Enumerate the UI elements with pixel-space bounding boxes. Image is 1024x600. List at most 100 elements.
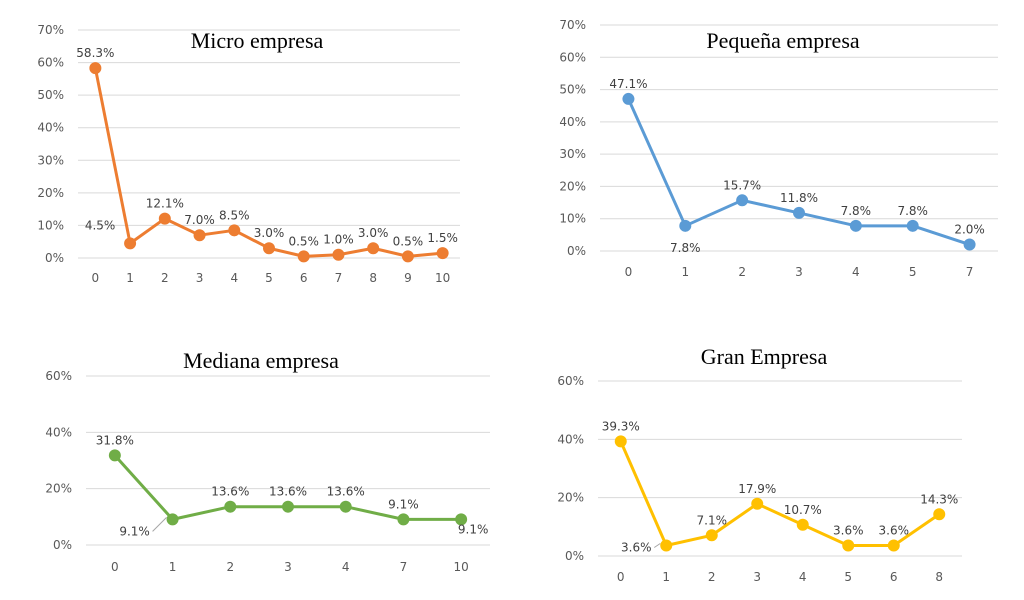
data-label: 1.5% — [427, 231, 458, 245]
x-tick-label: 4 — [852, 265, 860, 279]
data-point — [193, 229, 206, 242]
chart-gran-empresa-svg: Gran Empresa 0% 20% 40% 60% 0 1 2 3 4 5 6 8 39.3% 3.6%… — [557, 344, 962, 584]
y-tick-label: 60% — [45, 369, 72, 383]
data-label: 17.9% — [738, 482, 776, 496]
data-point — [263, 242, 275, 255]
x-tick-label: 0 — [92, 271, 100, 285]
chart-pequena-empresa-svg: Pequeña empresa 0% 10% 20% 30% 40% 50% 60% 70% 0 1… — [559, 18, 998, 279]
data-label: 8.5% — [219, 208, 250, 222]
data-point — [736, 194, 749, 207]
data-label: 7.0% — [184, 213, 215, 227]
x-tick-label: 6 — [300, 271, 308, 285]
chart-title: Micro empresa — [191, 28, 324, 53]
x-tick-label: 8 — [935, 570, 943, 584]
data-point — [297, 250, 310, 263]
y-tick-label: 50% — [559, 83, 586, 97]
data-label: 0.5% — [393, 234, 424, 248]
data-point — [751, 497, 764, 510]
data-label: 13.6% — [269, 485, 307, 499]
data-label: 12.1% — [146, 197, 184, 211]
y-tick-label: 0% — [45, 251, 64, 265]
data-point — [705, 529, 718, 542]
y-tick-label: 30% — [559, 147, 586, 161]
x-tick-label: 5 — [265, 271, 273, 285]
x-tick-label: 3 — [753, 570, 761, 584]
data-label: 39.3% — [602, 419, 640, 433]
data-label: 1.0% — [323, 233, 354, 247]
data-label: 10.7% — [784, 503, 822, 517]
data-label: 9.1% — [388, 497, 419, 511]
y-tick-label: 20% — [37, 186, 64, 200]
chart-title: Pequeña empresa — [706, 28, 860, 53]
y-tick-label: 50% — [37, 88, 64, 102]
x-tick-label: 7 — [966, 265, 974, 279]
data-label: 7.8% — [841, 204, 872, 218]
x-tick-label: 0 — [111, 560, 119, 574]
chart-mediana-empresa-svg: Mediana empresa 0% 20% 40% 60% 0 1 2 3 4 7 10 31.8% 9… — [45, 348, 490, 574]
leader-line — [152, 517, 167, 532]
x-tick-label: 7 — [335, 271, 343, 285]
y-tick-label: 0% — [565, 549, 584, 563]
data-label: 13.6% — [327, 485, 365, 499]
data-label: 11.8% — [780, 191, 818, 205]
x-tick-label: 3 — [795, 265, 803, 279]
data-point — [367, 242, 380, 255]
y-tick-label: 20% — [557, 491, 584, 505]
data-point — [906, 219, 919, 232]
data-label: 3.0% — [254, 226, 285, 240]
data-point — [166, 513, 179, 526]
x-tick-label: 9 — [404, 271, 412, 285]
data-label: 2.0% — [954, 223, 985, 237]
series-line — [627, 98, 971, 246]
y-tick-label: 40% — [37, 121, 64, 135]
y-tick-label: 40% — [559, 115, 586, 129]
x-tick-label: 8 — [369, 271, 377, 285]
series-line — [619, 440, 941, 547]
data-label: 3.6% — [833, 524, 864, 538]
x-tick-label: 4 — [230, 271, 238, 285]
y-tick-label: 60% — [37, 56, 64, 70]
data-label: 47.1% — [609, 77, 647, 91]
y-tick-label: 30% — [37, 153, 64, 167]
leader-line — [653, 543, 661, 548]
data-label: 0.5% — [288, 234, 319, 248]
y-tick-label: 10% — [559, 212, 586, 226]
data-point — [228, 224, 241, 237]
data-point — [455, 513, 468, 526]
data-point — [89, 62, 102, 75]
data-point — [124, 237, 137, 250]
y-tick-label: 40% — [45, 425, 72, 439]
x-tick-label: 2 — [738, 265, 746, 279]
data-point — [796, 518, 809, 531]
data-label: 9.1% — [458, 522, 489, 536]
x-tick-label: 0 — [625, 265, 633, 279]
x-tick-label: 2 — [226, 560, 234, 574]
y-tick-label: 0% — [567, 244, 586, 258]
chart-micro-empresa-svg: Micro empresa 0% 10% 20% 30% 40% 50% 60% 70% 0 1 2 3… — [37, 23, 460, 285]
data-label: 3.6% — [621, 541, 652, 555]
chart-mediana-empresa: Mediana empresa 0% 20% 40% 60% 0 1 2 3 4 7 10 31.8% 9… — [0, 300, 512, 600]
data-label: 4.5% — [85, 218, 116, 232]
x-tick-label: 5 — [844, 570, 852, 584]
x-tick-label: 4 — [799, 570, 807, 584]
chart-title: Gran Empresa — [701, 344, 828, 369]
data-point — [108, 449, 121, 462]
y-tick-label: 20% — [45, 482, 72, 496]
data-point — [849, 219, 862, 232]
x-tick-label: 1 — [126, 271, 134, 285]
y-tick-label: 70% — [37, 23, 64, 37]
data-label: 7.8% — [670, 241, 701, 255]
x-tick-label: 1 — [681, 265, 689, 279]
data-point — [158, 212, 171, 225]
data-point — [332, 248, 345, 261]
x-tick-label: 10 — [435, 271, 450, 285]
data-point — [887, 539, 900, 552]
x-tick-label: 0 — [617, 570, 625, 584]
chart-gran-empresa: Gran Empresa 0% 20% 40% 60% 0 1 2 3 4 5 6 8 39.3% 3.6%… — [512, 300, 1024, 600]
x-tick-label: 2 — [708, 570, 716, 584]
data-point — [679, 219, 692, 232]
data-point — [224, 500, 237, 513]
data-label: 31.8% — [96, 433, 134, 447]
data-point — [622, 92, 635, 105]
y-tick-label: 0% — [53, 538, 72, 552]
